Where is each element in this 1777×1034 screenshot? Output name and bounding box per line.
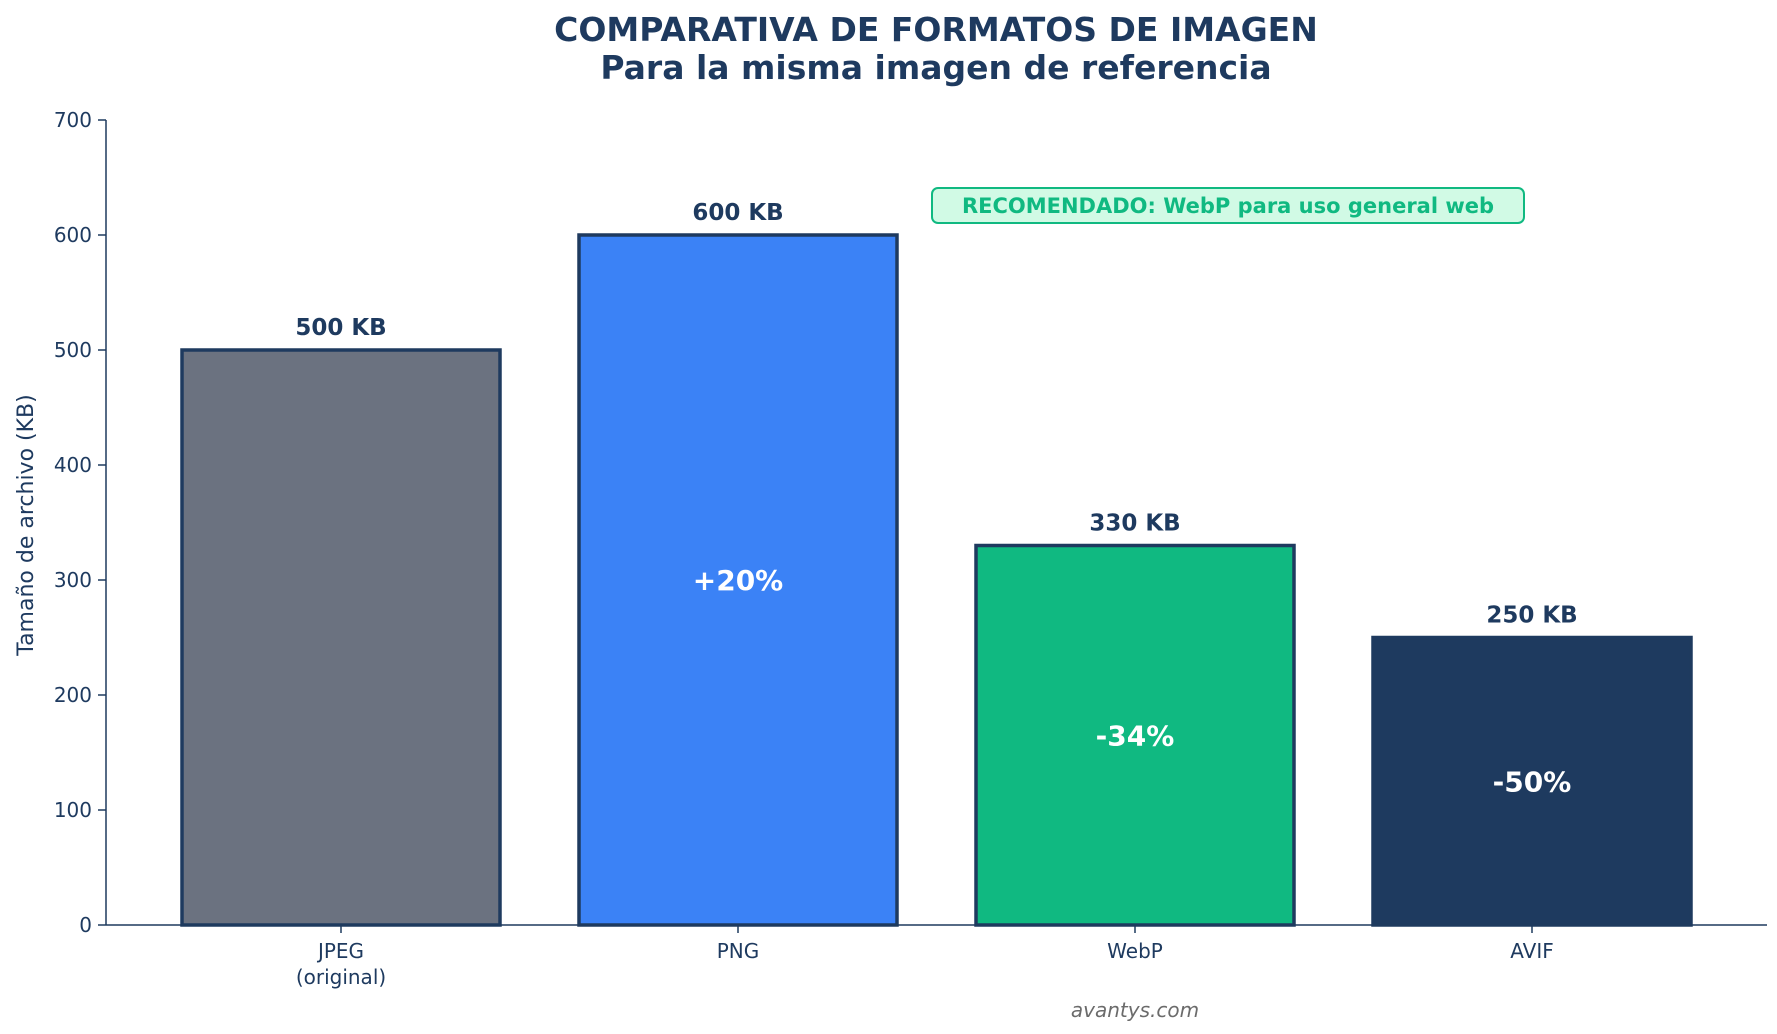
y-tick-label-7: 700 (54, 108, 92, 132)
y-tick-label-4: 400 (54, 453, 92, 477)
y-tick-label-0: 0 (79, 913, 92, 937)
recommendation-annotation: RECOMENDADO: WebP para uso general web (931, 187, 1525, 224)
y-tick-label-6: 600 (54, 223, 92, 247)
x-tick-label-3: AVIF (1510, 939, 1554, 963)
bar-3 (1371, 635, 1693, 927)
recommendation-text: RECOMENDADO: WebP para uso general web (962, 194, 1494, 218)
value-label-2: 330 KB (1089, 511, 1180, 537)
value-label-1: 600 KB (692, 200, 783, 226)
watermark: avantys.com (1071, 998, 1199, 1022)
x-tick-label-2: WebP (1107, 939, 1163, 963)
recommendation-box (931, 187, 1525, 224)
y-tick-label-3: 300 (54, 568, 92, 592)
y-tick-label-1: 100 (54, 798, 92, 822)
y-axis-label: Tamaño de archivo (KB) (14, 394, 39, 656)
x-tick-label-0: JPEG (original) (296, 939, 386, 989)
value-label-3: 250 KB (1486, 603, 1577, 629)
chart-title: COMPARATIVA DE FORMATOS DE IMAGEN (554, 10, 1318, 49)
y-tick-label-2: 200 (54, 683, 92, 707)
value-label-0: 500 KB (295, 315, 386, 341)
change-label-3: -50% (1493, 765, 1572, 798)
change-label-1: +20% (693, 564, 783, 597)
bar-2 (974, 543, 1296, 927)
y-tick-label-5: 500 (54, 338, 92, 362)
bar-0 (180, 348, 502, 927)
bar-1 (577, 233, 899, 927)
chart-subtitle: Para la misma imagen de referencia (600, 48, 1271, 87)
change-label-2: -34% (1096, 719, 1175, 752)
x-tick-label-1: PNG (717, 939, 760, 963)
